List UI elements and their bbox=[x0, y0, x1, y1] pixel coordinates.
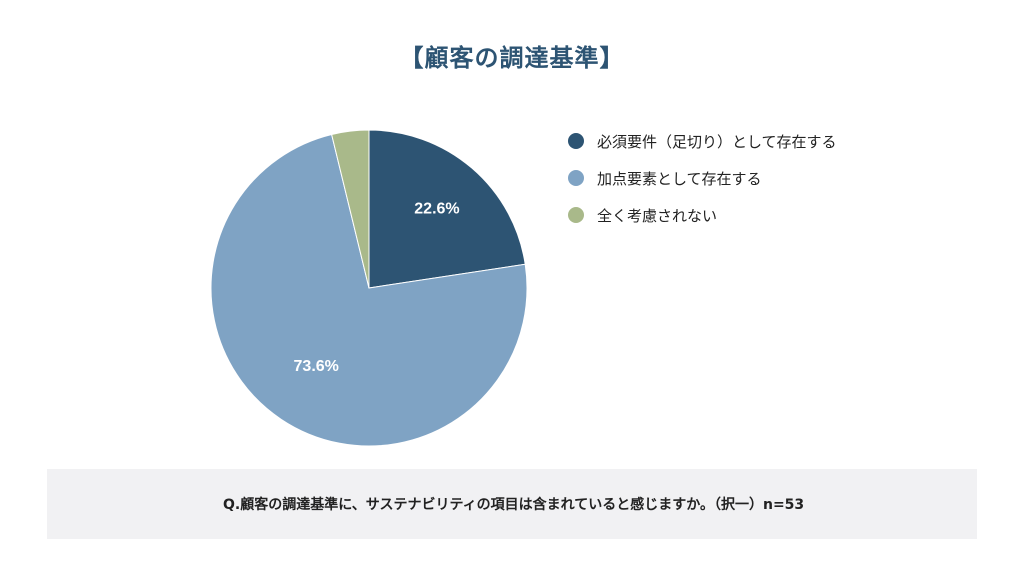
chart-title: 【顧客の調達基準】 bbox=[399, 44, 625, 72]
pie-slice-required bbox=[368, 129, 526, 289]
pie-slice-bonus bbox=[210, 133, 528, 447]
pie-slice-not-considered bbox=[331, 129, 370, 289]
legend-marker-required bbox=[568, 133, 584, 149]
legend-item-not-considered: 全く考慮されない bbox=[568, 203, 837, 227]
legend-item-required: 必須要件（足切り）として存在する bbox=[568, 129, 837, 153]
legend-label-bonus: 加点要素として存在する bbox=[597, 169, 762, 188]
legend-label-not-considered: 全く考慮されない bbox=[597, 206, 718, 225]
legend-marker-not-considered bbox=[568, 207, 584, 223]
legend-label-required: 必須要件（足切り）として存在する bbox=[597, 132, 837, 151]
legend-marker-bonus bbox=[568, 170, 584, 186]
data-label-bonus: 73.6% bbox=[294, 358, 339, 375]
data-label-required: 22.6% bbox=[414, 200, 459, 217]
survey-question: Q.顧客の調達基準に、サステナビリティの項目は含まれていると感じますか。（択一）… bbox=[223, 497, 805, 513]
question-box bbox=[47, 469, 977, 539]
chart-legend: 必須要件（足切り）として存在する 加点要素として存在する 全く考慮されない bbox=[568, 129, 837, 240]
legend-item-bonus: 加点要素として存在する bbox=[568, 166, 837, 190]
